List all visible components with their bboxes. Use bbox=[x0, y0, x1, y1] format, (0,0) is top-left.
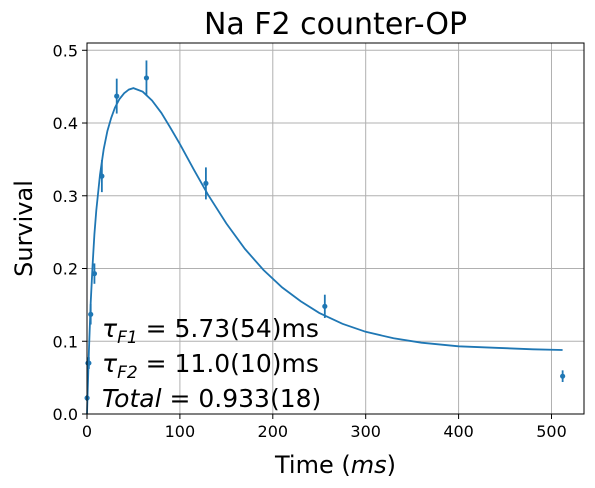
point-marker bbox=[88, 311, 94, 317]
data-point bbox=[322, 294, 328, 318]
data-point bbox=[143, 60, 150, 96]
point-marker bbox=[560, 373, 566, 379]
fit-curve bbox=[86, 87, 563, 415]
data-point bbox=[86, 357, 92, 369]
data-point bbox=[99, 160, 105, 193]
x-tick-label: 100 bbox=[165, 422, 196, 441]
x-tick-label: 200 bbox=[258, 422, 289, 441]
y-tick-label: 0.4 bbox=[53, 114, 78, 133]
fit-annotation: τF1 = 5.73(54)ms bbox=[102, 314, 319, 348]
fit-curve-layer bbox=[86, 87, 563, 415]
plot-frame bbox=[86, 42, 585, 415]
point-marker bbox=[322, 303, 328, 309]
y-tick-label: 0.0 bbox=[53, 405, 78, 424]
fit-annotation: τF2 = 11.0(10)ms bbox=[102, 349, 319, 383]
x-tick-label: 0 bbox=[82, 422, 92, 441]
x-axis-label: Time (ms) bbox=[274, 451, 396, 479]
fit-annotation: Total = 0.933(18) bbox=[102, 384, 321, 413]
point-marker bbox=[143, 75, 150, 81]
y-tick-label: 0.2 bbox=[53, 260, 78, 279]
point-marker bbox=[91, 271, 98, 277]
data-point bbox=[88, 304, 94, 325]
y-axis-label: Survival bbox=[10, 180, 38, 277]
point-marker bbox=[99, 173, 105, 179]
point-marker bbox=[203, 180, 209, 186]
y-tick-label: 0.5 bbox=[53, 41, 78, 60]
data-point bbox=[203, 167, 209, 200]
y-tick-label: 0.3 bbox=[53, 187, 78, 206]
data-point bbox=[560, 370, 566, 382]
x-tick-label: 500 bbox=[536, 422, 567, 441]
y-tick-label: 0.1 bbox=[53, 332, 78, 351]
data-point bbox=[91, 263, 98, 284]
x-tick-label: 300 bbox=[350, 422, 381, 441]
chart-title: Na F2 counter-OP bbox=[204, 7, 467, 42]
point-marker bbox=[114, 93, 120, 99]
x-tick-label: 400 bbox=[443, 422, 474, 441]
axis-ticks: 0 100 200 300 400 500 0.0 0.1 0.2 0.3 0.4 0.5 bbox=[53, 41, 567, 441]
point-marker bbox=[86, 360, 92, 366]
data-point bbox=[114, 78, 120, 114]
